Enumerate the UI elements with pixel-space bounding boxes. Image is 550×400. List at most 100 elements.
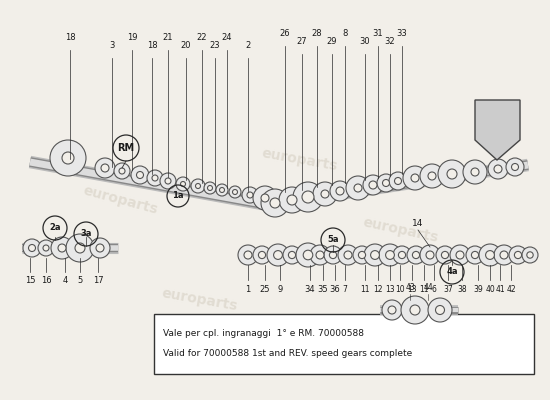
Circle shape bbox=[296, 243, 320, 267]
Circle shape bbox=[463, 160, 487, 184]
Circle shape bbox=[176, 177, 190, 191]
Text: 36: 36 bbox=[329, 285, 340, 294]
Circle shape bbox=[330, 181, 350, 201]
Circle shape bbox=[279, 187, 305, 213]
Text: RM: RM bbox=[118, 143, 135, 153]
Circle shape bbox=[393, 246, 411, 264]
Circle shape bbox=[238, 245, 258, 265]
Circle shape bbox=[353, 246, 371, 264]
Circle shape bbox=[66, 234, 94, 262]
Circle shape bbox=[500, 251, 508, 259]
Circle shape bbox=[436, 306, 444, 314]
Circle shape bbox=[313, 182, 337, 206]
Text: 9: 9 bbox=[277, 285, 283, 294]
Text: 22: 22 bbox=[197, 33, 207, 42]
Circle shape bbox=[398, 251, 405, 258]
Circle shape bbox=[494, 245, 514, 265]
Text: europarts: europarts bbox=[161, 286, 239, 314]
Circle shape bbox=[522, 247, 538, 263]
Text: 26: 26 bbox=[280, 29, 290, 38]
Text: 20: 20 bbox=[181, 41, 191, 50]
Circle shape bbox=[253, 246, 271, 264]
Circle shape bbox=[242, 187, 258, 203]
Circle shape bbox=[329, 251, 337, 258]
Circle shape bbox=[136, 172, 144, 178]
Circle shape bbox=[377, 174, 395, 192]
Circle shape bbox=[321, 190, 329, 198]
Text: Vale per cpl. ingranaggi  1° e RM. 70000588: Vale per cpl. ingranaggi 1° e RM. 700005… bbox=[163, 328, 364, 338]
Text: 34: 34 bbox=[305, 285, 315, 294]
Circle shape bbox=[420, 164, 444, 188]
Circle shape bbox=[247, 192, 253, 198]
Circle shape bbox=[436, 246, 454, 264]
Text: 25: 25 bbox=[260, 285, 270, 294]
Text: 23: 23 bbox=[210, 41, 221, 50]
Circle shape bbox=[195, 184, 201, 188]
Text: 14: 14 bbox=[412, 220, 424, 228]
Text: 6: 6 bbox=[432, 285, 437, 294]
Circle shape bbox=[466, 246, 484, 264]
Circle shape bbox=[207, 186, 212, 190]
Text: 28: 28 bbox=[312, 29, 322, 38]
Circle shape bbox=[114, 163, 130, 179]
Circle shape bbox=[386, 250, 394, 260]
Text: 11: 11 bbox=[419, 285, 429, 294]
Circle shape bbox=[267, 244, 289, 266]
Text: 39: 39 bbox=[473, 285, 483, 294]
Text: 41: 41 bbox=[495, 285, 505, 294]
Text: 44: 44 bbox=[423, 283, 433, 292]
Circle shape bbox=[388, 306, 396, 314]
Circle shape bbox=[293, 182, 323, 212]
Circle shape bbox=[147, 170, 163, 186]
Circle shape bbox=[338, 245, 358, 265]
Text: 40: 40 bbox=[485, 285, 495, 294]
Circle shape bbox=[371, 250, 380, 260]
Circle shape bbox=[29, 244, 36, 252]
Circle shape bbox=[204, 182, 216, 194]
Circle shape bbox=[479, 244, 501, 266]
Text: 37: 37 bbox=[443, 285, 453, 294]
Circle shape bbox=[180, 182, 185, 186]
Circle shape bbox=[229, 186, 241, 198]
Text: 4: 4 bbox=[62, 276, 68, 285]
Text: 18: 18 bbox=[147, 41, 157, 50]
Text: 27: 27 bbox=[296, 37, 307, 46]
Text: 3a: 3a bbox=[80, 230, 92, 238]
Circle shape bbox=[58, 244, 66, 252]
Text: 11: 11 bbox=[360, 285, 370, 294]
Circle shape bbox=[288, 251, 295, 258]
Circle shape bbox=[316, 251, 324, 259]
Text: 32: 32 bbox=[384, 37, 395, 46]
Circle shape bbox=[90, 238, 110, 258]
Text: Valid for 70000588 1st and REV. speed gears complete: Valid for 70000588 1st and REV. speed ge… bbox=[163, 348, 412, 358]
Text: 2: 2 bbox=[245, 41, 251, 50]
Circle shape bbox=[324, 246, 342, 264]
Circle shape bbox=[509, 246, 527, 264]
Text: 3: 3 bbox=[109, 41, 115, 50]
Text: 7: 7 bbox=[343, 285, 348, 294]
Text: 12: 12 bbox=[373, 285, 383, 294]
Circle shape bbox=[96, 244, 104, 252]
Text: 5: 5 bbox=[78, 276, 82, 285]
Circle shape bbox=[310, 245, 330, 265]
Circle shape bbox=[302, 191, 314, 203]
Circle shape bbox=[426, 251, 434, 259]
Circle shape bbox=[131, 166, 149, 184]
Circle shape bbox=[258, 251, 266, 258]
Text: 24: 24 bbox=[222, 33, 232, 42]
Text: 43: 43 bbox=[405, 283, 415, 292]
Circle shape bbox=[471, 251, 478, 258]
Circle shape bbox=[101, 164, 109, 172]
Circle shape bbox=[403, 166, 427, 190]
Circle shape bbox=[261, 194, 269, 202]
Circle shape bbox=[303, 250, 313, 260]
Circle shape bbox=[253, 186, 277, 210]
Circle shape bbox=[364, 244, 386, 266]
Circle shape bbox=[411, 174, 419, 182]
Text: 30: 30 bbox=[360, 37, 370, 46]
Circle shape bbox=[152, 175, 158, 181]
Text: 15: 15 bbox=[25, 276, 35, 285]
Text: 10: 10 bbox=[395, 285, 405, 294]
Circle shape bbox=[382, 300, 402, 320]
Circle shape bbox=[165, 178, 171, 184]
